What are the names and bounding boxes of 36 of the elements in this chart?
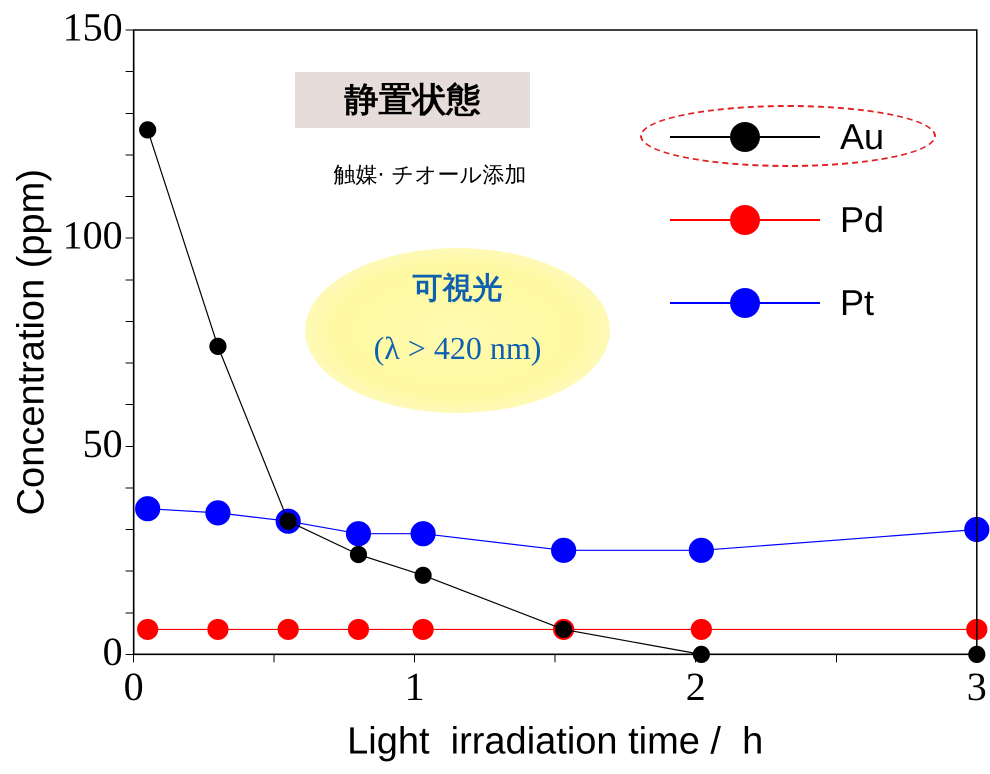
point bbox=[414, 566, 432, 584]
annotation: (λ > 420 nm) bbox=[372, 330, 542, 367]
point bbox=[692, 646, 710, 663]
point bbox=[207, 618, 229, 640]
y-tick-label: 50 bbox=[82, 420, 123, 466]
point bbox=[137, 618, 158, 640]
point bbox=[688, 538, 714, 563]
point bbox=[350, 546, 368, 564]
point bbox=[209, 338, 227, 355]
point bbox=[346, 521, 372, 546]
legend-label: Pd bbox=[840, 198, 884, 240]
annotation: 触媒· チオール添加 bbox=[332, 162, 528, 190]
x-axis-title: Light irradiation time / h bbox=[347, 720, 764, 763]
point bbox=[690, 618, 712, 640]
point bbox=[410, 521, 436, 546]
point bbox=[205, 500, 231, 526]
point bbox=[135, 496, 160, 522]
point bbox=[412, 618, 434, 640]
point bbox=[139, 121, 156, 139]
point bbox=[278, 618, 299, 640]
annotation: 可視光 bbox=[412, 270, 504, 308]
point bbox=[551, 538, 576, 563]
point bbox=[966, 618, 988, 640]
x-tick-label: 2 bbox=[686, 664, 706, 709]
y-axis-title: Concentration (ppm) bbox=[10, 169, 52, 516]
x-tick-label: 1 bbox=[404, 664, 425, 709]
y-tick-label: 150 bbox=[62, 4, 123, 50]
y-tick-label: 0 bbox=[102, 628, 123, 674]
legend-label: Au bbox=[840, 116, 884, 158]
annotation: 静置状態 bbox=[295, 72, 530, 128]
point bbox=[964, 516, 990, 542]
x-tick-label: 3 bbox=[966, 664, 987, 709]
legend-label: Pt bbox=[840, 282, 874, 324]
y-tick-label: 100 bbox=[62, 212, 123, 258]
point bbox=[348, 618, 370, 640]
point bbox=[968, 646, 986, 663]
